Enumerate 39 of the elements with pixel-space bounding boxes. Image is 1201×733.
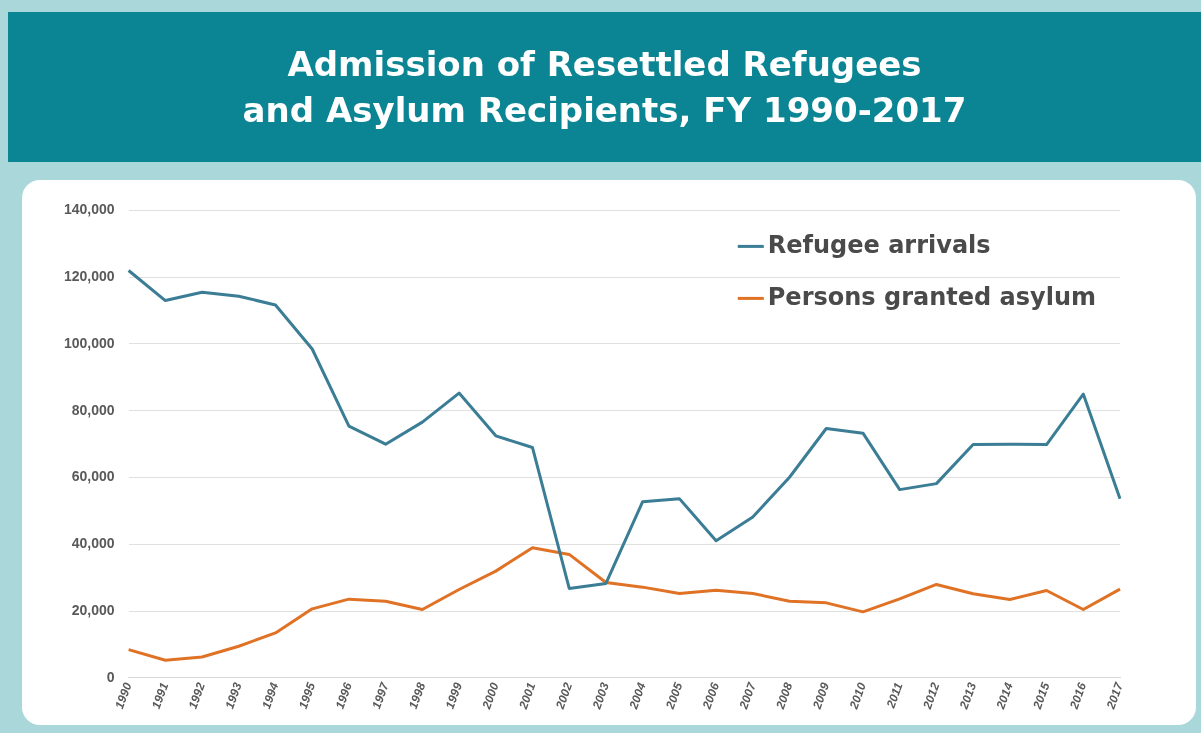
y-tick-label: 40,000 [71, 535, 115, 552]
x-tick-label: 2005 [662, 680, 686, 712]
x-tick-label: 2003 [589, 680, 612, 712]
x-tick-label: 2016 [1066, 680, 1090, 712]
y-tick-label: 0 [106, 668, 115, 685]
x-tick-label: 2017 [1103, 679, 1127, 712]
x-tick-label: 2004 [625, 680, 649, 712]
x-tick-label: 1997 [369, 679, 393, 711]
x-tick-label: 1992 [185, 680, 209, 711]
y-tick-label: 80,000 [71, 401, 115, 418]
x-tick-label: 2006 [699, 680, 723, 712]
x-tick-label: 1995 [295, 680, 319, 711]
y-tick-label: 20,000 [71, 602, 115, 619]
chart-title: Admission of Resettled Refugees and Asylum Recipients, FY 1990-2017 [8, 12, 1201, 162]
y-tick-label: 140,000 [64, 201, 115, 218]
x-tick-label: 2000 [479, 680, 502, 712]
y-tick-label: 60,000 [71, 468, 115, 485]
x-tick-label: 2010 [846, 680, 870, 712]
x-tick-label: 2014 [993, 680, 1016, 712]
x-tick-label: 2008 [772, 680, 796, 712]
x-tick-label: 2011 [883, 680, 906, 711]
x-tick-label: 2015 [1029, 680, 1053, 712]
x-tick-label: 2002 [552, 680, 576, 712]
y-tick-label: 100,000 [64, 334, 115, 351]
x-tick-label: 1990 [112, 680, 135, 711]
legend-label: Refugee arrivals [767, 230, 991, 259]
x-tick-label: 2001 [515, 680, 539, 712]
x-tick-label: 2013 [956, 680, 980, 712]
x-tick-label: 1999 [442, 680, 466, 711]
x-tick-label: 2012 [919, 680, 943, 712]
x-tick-label: 1991 [148, 680, 172, 711]
x-tick-label: 2009 [809, 680, 833, 712]
x-tick-label: 1993 [222, 680, 245, 711]
x-tick-label: 1996 [332, 680, 355, 711]
x-tick-label: 1998 [406, 680, 429, 711]
x-tick-label: 2007 [736, 679, 760, 712]
x-tick-label: 1994 [259, 680, 282, 711]
legend-label: Persons granted asylum [767, 282, 1096, 311]
y-tick-label: 120,000 [64, 268, 115, 285]
